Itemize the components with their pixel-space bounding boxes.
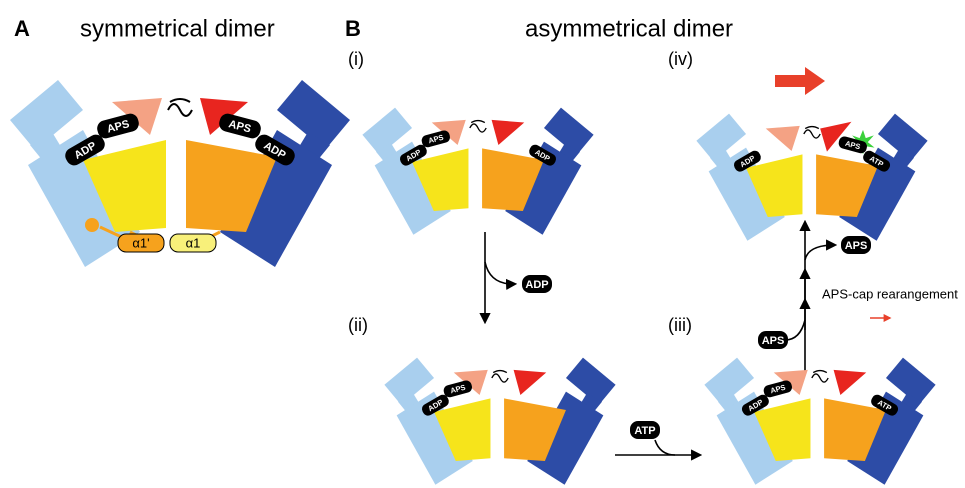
helix-end (85, 218, 99, 232)
tag: ATP (630, 421, 660, 439)
aps-cap-right (492, 120, 525, 145)
tag-text: APS (845, 240, 868, 252)
panel-letter: A (14, 16, 30, 41)
tag-text: ADP (525, 279, 548, 291)
tag: APS (762, 379, 793, 398)
annotation: APS-cap rearangement (822, 286, 958, 301)
figure: A symmetrical dimer B asymmetrical dimer… (0, 0, 965, 488)
tag: APS (758, 331, 788, 349)
tag: APS (420, 129, 451, 148)
tag: APS (442, 379, 473, 398)
state-label: (i) (348, 49, 364, 69)
state-label: (iv) (668, 49, 693, 69)
tag-text: APS (762, 335, 785, 347)
loop (492, 371, 508, 383)
aps-cap-left (766, 126, 800, 151)
state-label: (iii) (668, 315, 692, 335)
panel-title: symmetrical dimer (80, 15, 275, 42)
tag: APS (841, 236, 871, 254)
dimer: ADPAPSATP (696, 114, 927, 241)
loop (804, 127, 820, 139)
tag-text: ATP (634, 425, 655, 437)
loop (812, 371, 828, 383)
big-red-arrow (775, 67, 825, 95)
panel-letter: B (345, 16, 361, 41)
tag: ADP (522, 275, 552, 293)
helix-label: α1 (186, 235, 201, 250)
aps-cap-right (514, 370, 547, 395)
helix-label: α1' (132, 235, 149, 250)
tag: APS (217, 112, 262, 140)
aps-cap-right (834, 370, 867, 395)
loop (470, 121, 486, 133)
panel-title: asymmetrical dimer (525, 15, 733, 42)
tag: APS (95, 112, 140, 140)
state-label: (ii) (348, 315, 368, 335)
loop (168, 99, 192, 116)
